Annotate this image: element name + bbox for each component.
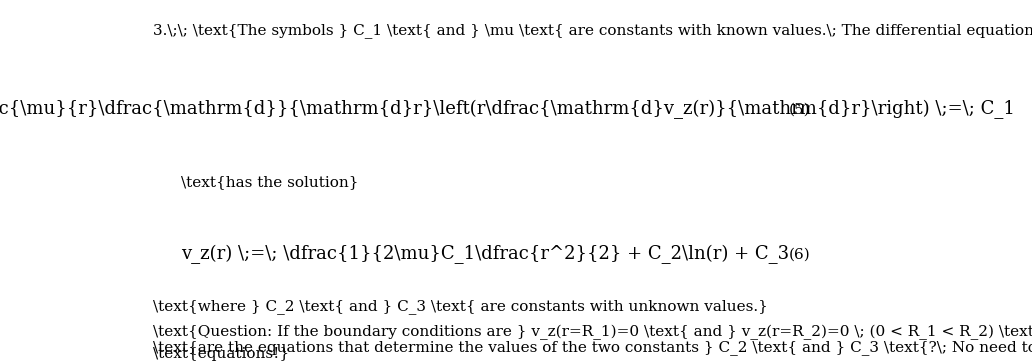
Text: \text{has the solution}: \text{has the solution}: [181, 175, 358, 189]
Text: (5): (5): [788, 103, 810, 117]
Text: \dfrac{\mu}{r}\dfrac{\mathrm{d}}{\mathrm{d}r}\left(r\dfrac{\mathrm{d}v_z(r)}{\ma: \dfrac{\mu}{r}\dfrac{\mathrm{d}}{\mathrm…: [0, 100, 1015, 119]
Text: \text{are the equations that determine the values of the two constants } C_2 \te: \text{are the equations that determine t…: [153, 340, 1032, 355]
Text: 3.\;\; \text{The symbols } C_1 \text{ and } \mu \text{ are constants with known : 3.\;\; \text{The symbols } C_1 \text{ an…: [153, 23, 1032, 38]
Text: v_z(r) \;=\; \dfrac{1}{2\mu}C_1\dfrac{r^2}{2} + C_2\ln(r) + C_3: v_z(r) \;=\; \dfrac{1}{2\mu}C_1\dfrac{r^…: [181, 245, 789, 264]
Text: (6): (6): [788, 247, 810, 261]
Text: \text{equations!}: \text{equations!}: [153, 347, 289, 361]
Text: \text{Question: If the boundary conditions are } v_z(r=R_1)=0 \text{ and } v_z(r: \text{Question: If the boundary conditio…: [153, 324, 1032, 340]
Text: \text{where } C_2 \text{ and } C_3 \text{ are constants with unknown values.}: \text{where } C_2 \text{ and } C_3 \text…: [153, 299, 768, 314]
